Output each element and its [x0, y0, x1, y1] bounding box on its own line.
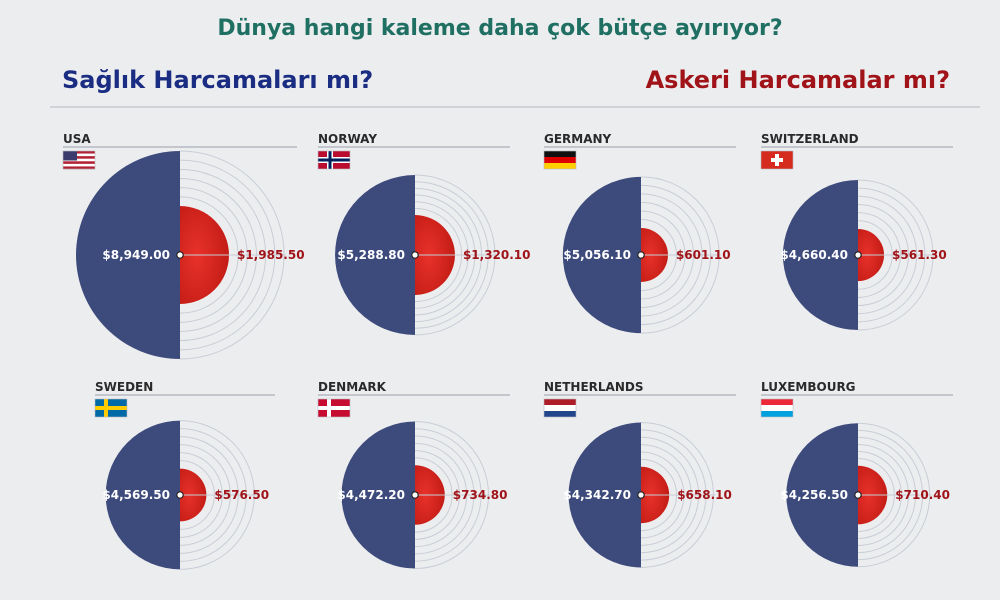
country-label-norway: NORWAY [318, 132, 377, 146]
country-label-sweden: SWEDEN [95, 380, 153, 394]
health-value-label-usa: $8,949.00 [102, 248, 170, 262]
military-value-label-germany: $601.10 [676, 248, 731, 262]
health-value-label-luxembourg: $4,256.50 [780, 488, 848, 502]
center-dot-denmark [411, 491, 419, 499]
denmark-flag-icon [317, 398, 351, 418]
health-bar-sweden [105, 420, 180, 570]
military-value-label-sweden: $576.50 [214, 488, 269, 502]
norway-flag-icon [317, 150, 351, 170]
luxembourg-flag-icon [760, 398, 794, 418]
country-label-netherlands: NETHERLANDS [544, 380, 644, 394]
health-bar-switzerland [782, 179, 858, 331]
center-dot-usa [176, 251, 184, 259]
military-value-label-netherlands: $658.10 [677, 488, 732, 502]
switzerland-flag-icon [760, 150, 794, 170]
country-panel-norway: NORWAY $5,288.80 $1,320.10 [317, 132, 531, 336]
germany-flag-icon [543, 150, 577, 170]
military-value-label-switzerland: $561.30 [892, 248, 947, 262]
health-bar-luxembourg [786, 423, 858, 567]
health-value-label-sweden: $4,569.50 [102, 488, 170, 502]
center-dot-luxembourg [854, 491, 862, 499]
country-label-switzerland: SWITZERLAND [761, 132, 859, 146]
us-flag-icon [62, 150, 96, 170]
netherlands-flag-icon [543, 398, 577, 418]
military-value-label-usa: $1,985.50 [237, 248, 305, 262]
military-value-label-norway: $1,320.10 [463, 248, 531, 262]
country-panel-usa: USA $8,949.00 $1,985.50 [62, 132, 305, 360]
health-bar-usa [76, 151, 180, 359]
center-dot-netherlands [637, 491, 645, 499]
sweden-flag-icon [94, 398, 128, 418]
country-panel-luxembourg: LUXEMBOURG $4,256.50 $710.40 [760, 380, 953, 568]
health-value-label-switzerland: $4,660.40 [780, 248, 848, 262]
center-dot-sweden [176, 491, 184, 499]
health-bar-netherlands [568, 422, 641, 568]
center-dot-switzerland [854, 251, 862, 259]
country-panel-germany: GERMANY $5,056.10 $601.10 [543, 132, 736, 334]
country-panel-sweden: SWEDEN $4,569.50 $576.50 [94, 380, 275, 570]
military-value-label-luxembourg: $710.40 [895, 488, 950, 502]
country-panel-denmark: DENMARK $4,472.20 $734.80 [317, 380, 510, 570]
center-dot-germany [637, 251, 645, 259]
chart-title: Dünya hangi kaleme daha çok bütçe ayırıy… [217, 16, 783, 41]
military-spending-heading: Askeri Harcamalar mı? [645, 66, 950, 94]
health-value-label-germany: $5,056.10 [563, 248, 631, 262]
country-panel-switzerland: SWITZERLAND $4,660.40 $561.30 [760, 132, 953, 331]
health-value-label-norway: $5,288.80 [337, 248, 405, 262]
health-spending-heading: Sağlık Harcamaları mı? [62, 66, 374, 94]
health-value-label-denmark: $4,472.20 [337, 488, 405, 502]
country-label-luxembourg: LUXEMBOURG [761, 380, 856, 394]
health-bar-denmark [341, 421, 415, 569]
health-bar-norway [335, 175, 415, 335]
health-value-label-netherlands: $4,342.70 [563, 488, 631, 502]
country-panel-netherlands: NETHERLANDS $4,342.70 $658.10 [543, 380, 736, 568]
center-dot-norway [411, 251, 419, 259]
health-bar-germany [562, 176, 641, 334]
country-label-denmark: DENMARK [318, 380, 387, 394]
header-divider [50, 106, 980, 108]
country-label-usa: USA [63, 132, 91, 146]
country-label-germany: GERMANY [544, 132, 612, 146]
military-value-label-denmark: $734.80 [453, 488, 508, 502]
